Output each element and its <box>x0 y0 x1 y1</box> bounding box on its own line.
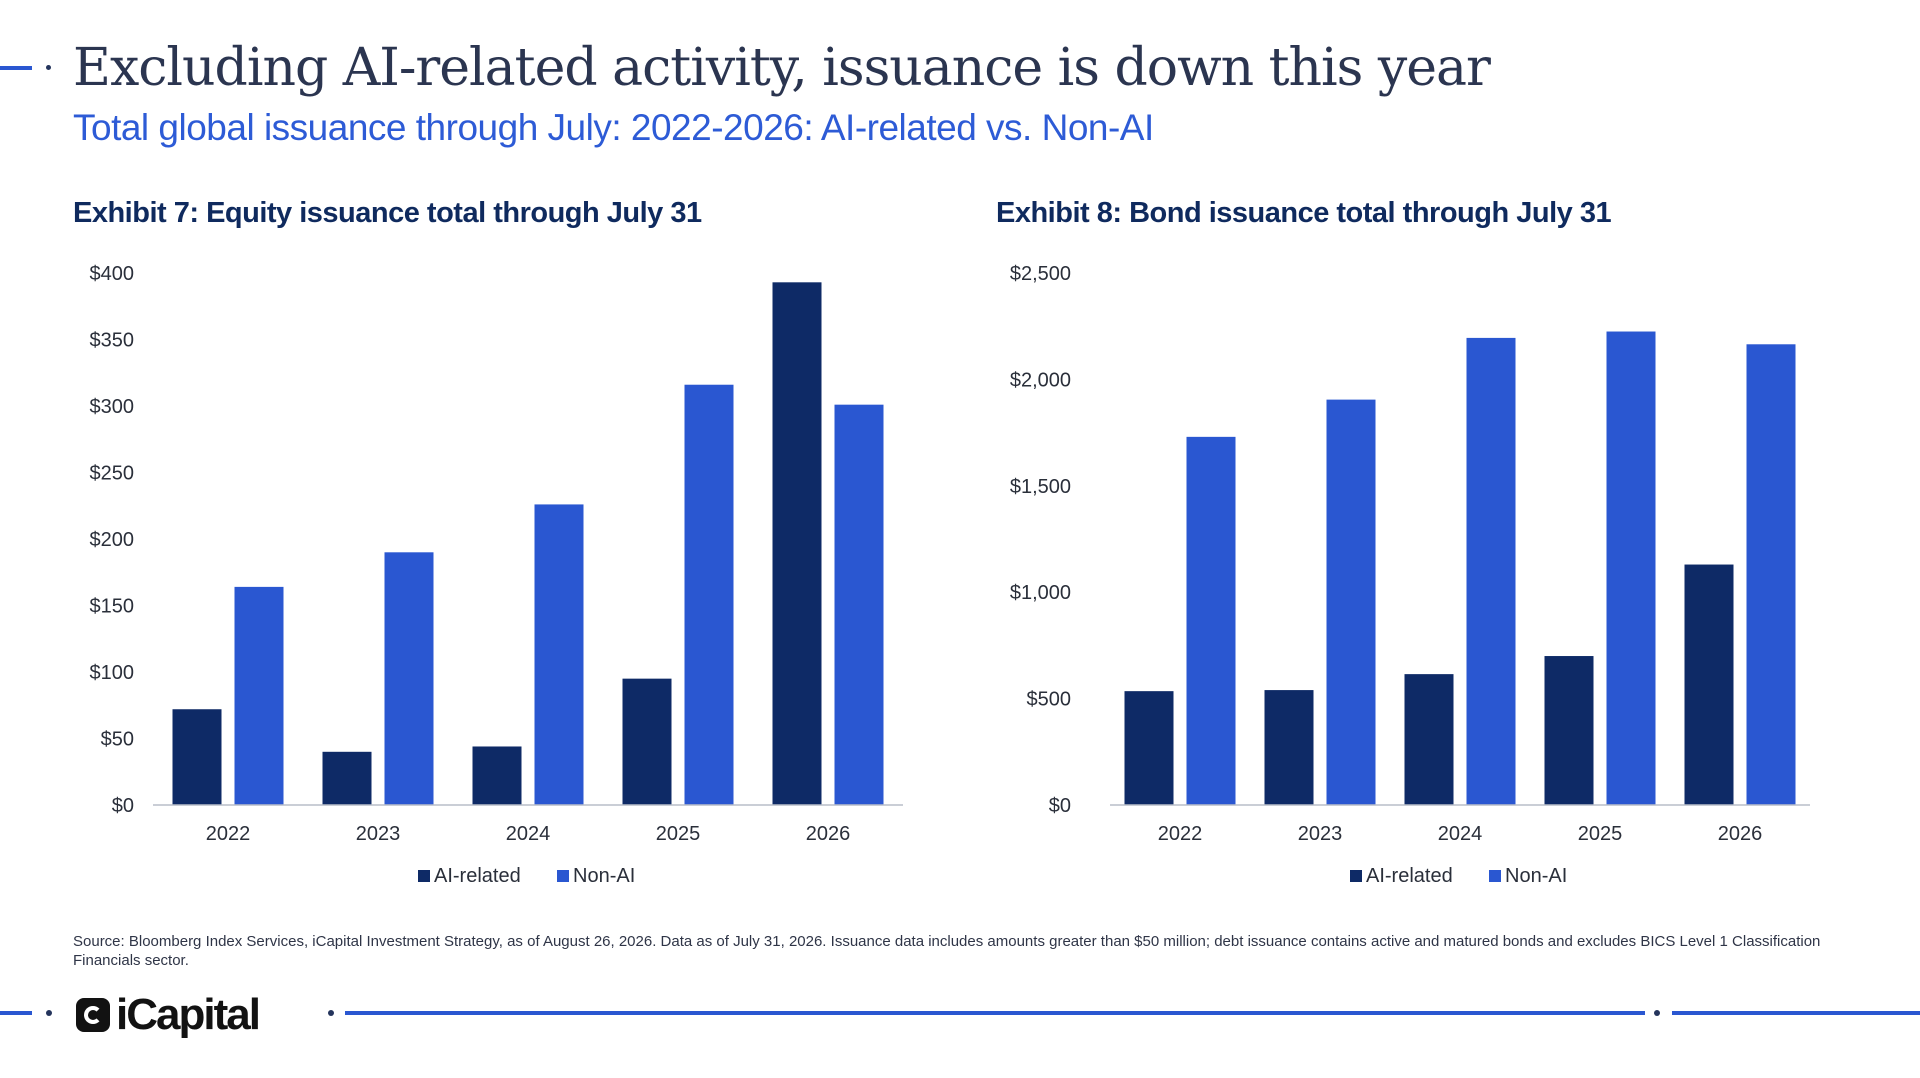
footer-divider-dot <box>328 1010 334 1016</box>
bond-issuance-chart: $0 $500 $1,000 $1,500 $2,000 $2,500 2022 2023 20… <box>1010 263 1810 887</box>
bar-non-ai <box>1186 436 1236 805</box>
bar-ai-related <box>622 678 672 805</box>
x-category-label: 2023 <box>1298 823 1343 845</box>
y-tick-label: $300 <box>90 396 135 418</box>
x-category-label: 2026 <box>806 823 851 845</box>
bar-non-ai <box>1326 399 1376 805</box>
equity-chart-title: Exhibit 7: Equity issuance total through… <box>73 197 702 229</box>
x-category-label: 2023 <box>356 823 401 845</box>
footer-divider-line <box>345 1011 1645 1015</box>
x-category-label: 2022 <box>206 823 251 845</box>
legend-swatch-non-ai <box>1489 870 1501 882</box>
x-category-label: 2026 <box>1718 823 1763 845</box>
legend-swatch-ai-related <box>1350 870 1362 882</box>
x-category-label: 2024 <box>506 823 551 845</box>
bond-chart-title: Exhibit 8: Bond issuance total through J… <box>996 197 1612 229</box>
icapital-logo-icon <box>76 998 110 1032</box>
bar-ai-related <box>1544 656 1594 805</box>
y-tick-label: $0 <box>1049 795 1071 817</box>
logo-text: iCapital <box>116 990 261 1039</box>
x-category-label: 2022 <box>1158 823 1203 845</box>
y-tick-label: $1,000 <box>1010 582 1071 604</box>
footer-accent-dot <box>46 1010 52 1016</box>
footer-accent-dash <box>0 1011 32 1015</box>
y-tick-label: $0 <box>112 795 134 817</box>
bar-ai-related <box>1684 564 1734 805</box>
bar-ai-related <box>472 746 522 805</box>
bar-ai-related <box>322 751 372 805</box>
bar-non-ai <box>1746 344 1796 805</box>
bar-non-ai <box>384 552 434 805</box>
icapital-logo: iCapital <box>76 990 261 1040</box>
header-accent-dot <box>46 65 51 70</box>
y-tick-label: $400 <box>90 263 135 285</box>
x-category-label: 2025 <box>656 823 701 845</box>
y-tick-label: $150 <box>90 596 135 618</box>
y-tick-label: $350 <box>90 330 135 352</box>
x-category-label: 2025 <box>1578 823 1623 845</box>
bar-non-ai <box>1466 337 1516 805</box>
y-tick-label: $500 <box>1027 689 1072 711</box>
source-note: Source: Bloomberg Index Services, iCapit… <box>73 933 1821 969</box>
bar-ai-related <box>1264 690 1314 805</box>
equity-issuance-chart: $0 $50 $100 $150 $200 $250 $300 $350 $400 2022 202… <box>90 263 903 887</box>
bar-non-ai <box>1606 331 1656 805</box>
legend-swatch-ai-related <box>418 870 430 882</box>
header-accent-dash <box>0 66 32 70</box>
x-category-label: 2024 <box>1438 823 1483 845</box>
y-tick-label: $200 <box>90 529 135 551</box>
page-subtitle: Total global issuance through July: 2022… <box>73 107 1154 148</box>
y-tick-label: $2,000 <box>1010 369 1071 391</box>
footer-divider-line <box>1672 1011 1920 1015</box>
page-title: Excluding AI-related activity, issuance … <box>73 38 1491 98</box>
bar-non-ai <box>234 586 284 805</box>
legend-label-non-ai: Non-AI <box>1505 865 1567 887</box>
y-tick-label: $50 <box>101 729 134 751</box>
footer-divider-dot <box>1654 1010 1660 1016</box>
bar-non-ai <box>534 504 584 805</box>
legend-label-ai-related: AI-related <box>1366 865 1453 887</box>
y-tick-label: $1,500 <box>1010 476 1071 498</box>
bar-ai-related <box>1404 674 1454 805</box>
y-tick-label: $250 <box>90 463 135 485</box>
bar-non-ai <box>834 404 884 805</box>
legend-label-non-ai: Non-AI <box>573 865 635 887</box>
bar-ai-related <box>1124 691 1174 805</box>
bar-ai-related <box>772 282 822 805</box>
legend-swatch-non-ai <box>557 870 569 882</box>
y-tick-label: $100 <box>90 662 135 684</box>
bar-non-ai <box>684 384 734 805</box>
y-tick-label: $2,500 <box>1010 263 1071 285</box>
legend-label-ai-related: AI-related <box>434 865 521 887</box>
bar-ai-related <box>172 709 222 805</box>
